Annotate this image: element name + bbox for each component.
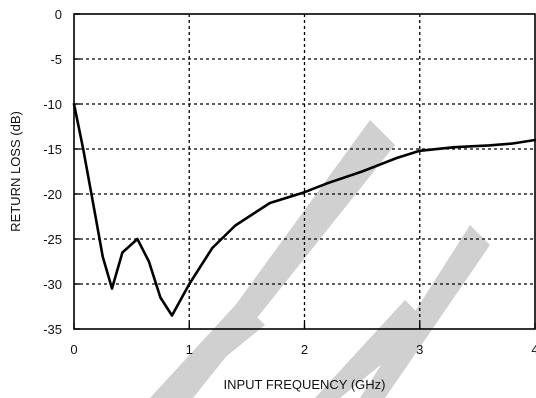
watermark xyxy=(150,120,490,398)
y-tick-label: -10 xyxy=(43,97,62,112)
y-tick-label: -35 xyxy=(43,322,62,337)
series-layer xyxy=(72,102,536,317)
y-tick-label: -5 xyxy=(50,52,62,67)
y-tick-labels: 0 -5 -10 -15 -20 -25 -30 -35 xyxy=(43,7,62,337)
x-tick-label: 1 xyxy=(186,342,193,357)
x-tick-label: 2 xyxy=(301,342,308,357)
x-axis-title: INPUT FREQUENCY (GHz) xyxy=(223,377,385,392)
watermark-stripe xyxy=(315,300,430,398)
x-tick-labels: 0 1 2 3 4 xyxy=(70,342,536,357)
y-tick-label: -15 xyxy=(43,142,62,157)
y-tick-label: -25 xyxy=(43,232,62,247)
y-tick-label: -20 xyxy=(43,187,62,202)
x-tick-label: 4 xyxy=(531,342,536,357)
y-axis-title: RETURN LOSS (dB) xyxy=(8,111,23,232)
grid xyxy=(74,14,535,329)
y-tick-label: -30 xyxy=(43,277,62,292)
x-tick-label: 0 xyxy=(70,342,77,357)
watermark-stripe xyxy=(360,225,490,398)
x-tick-label: 3 xyxy=(416,342,423,357)
return-loss-line xyxy=(72,102,536,317)
y-tick-label: 0 xyxy=(55,7,62,22)
